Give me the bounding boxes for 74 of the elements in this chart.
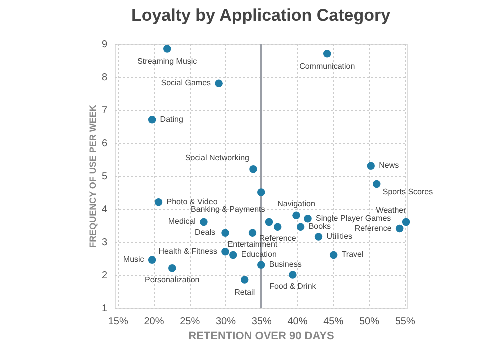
y-tick-label: 9: [102, 40, 108, 50]
y-tick-label: 6: [102, 138, 108, 150]
point: [289, 271, 297, 279]
x-tick-label: 15%: [108, 316, 128, 328]
annotation: Education: [241, 250, 277, 260]
point: [250, 166, 258, 174]
point: [257, 188, 266, 196]
point: [367, 162, 375, 170]
annotation: Streaming Music: [138, 56, 198, 66]
annotation: Navigation: [278, 200, 316, 209]
x-axis-title: RETENTION OVER 90 DAYS: [188, 330, 334, 342]
annotation: News: [379, 161, 400, 170]
point: [372, 180, 381, 188]
y-tick-label: 2: [102, 270, 108, 282]
point: [292, 212, 300, 220]
annotation: Social Networking: [185, 153, 250, 162]
annotation: Sports Scores: [382, 187, 434, 196]
point: [257, 261, 266, 269]
y-tick-label: 7: [102, 106, 108, 116]
point: [304, 215, 312, 223]
annotation: Single Player Games: [316, 214, 392, 223]
y-tick-label: 8: [102, 72, 108, 84]
point: [296, 223, 305, 232]
annotation: Dating: [160, 114, 184, 124]
point: [323, 50, 332, 58]
annotation: Medical: [168, 217, 196, 226]
annotation: Books: [308, 222, 332, 232]
annotation: Music: [123, 255, 144, 264]
point: [154, 198, 163, 206]
point: [330, 251, 338, 260]
x-tick-label: 20%: [144, 316, 164, 328]
y-axis-title: FREQUENCY OF USE PER WEEK: [88, 104, 98, 248]
point: [240, 276, 249, 284]
annotation: Social Games: [161, 78, 212, 88]
annotation: Travel: [342, 250, 364, 260]
point: [168, 264, 176, 272]
annotation: Food & Drink: [270, 282, 318, 291]
x-tick-label: 25%: [180, 316, 200, 328]
point: [265, 218, 274, 226]
point: [148, 116, 156, 124]
annotation: Banking & Payments: [190, 205, 266, 214]
x-tick-label: 30%: [216, 316, 236, 328]
point: [314, 233, 323, 241]
point: [222, 248, 230, 256]
chart-title: Loyalty by Application Category: [131, 6, 392, 25]
annotation: Weather: [376, 206, 407, 216]
x-tick-label: 35%: [252, 316, 272, 328]
y-tick-label: 3: [102, 238, 108, 248]
point: [230, 251, 238, 260]
point: [396, 224, 404, 233]
y-tick-label: 5: [102, 172, 108, 182]
point: [215, 80, 223, 88]
annotation: Communication: [300, 62, 356, 71]
annotation: Utilities: [326, 232, 353, 242]
y-tick-label: 4: [102, 204, 108, 216]
point: [222, 229, 230, 237]
annotation: Health & Fitness: [158, 246, 218, 256]
annotation: Retail: [234, 288, 256, 297]
point: [248, 229, 257, 237]
annotation: Deals: [195, 228, 216, 238]
point: [274, 223, 282, 232]
x-tick-label: 40%: [288, 316, 308, 328]
annotation: Photo & Video: [166, 197, 218, 206]
annotation: Business: [269, 260, 302, 270]
point: [200, 218, 208, 226]
x-tick-label: 50%: [359, 316, 380, 328]
x-tick-label: 55%: [395, 316, 416, 328]
annotation: Personalization: [145, 275, 200, 284]
point: [148, 256, 156, 264]
annotation: Reference: [354, 224, 392, 233]
point: [402, 218, 410, 226]
point: [164, 45, 172, 53]
y-tick-label: 1: [102, 304, 108, 314]
x-tick-label: 45%: [324, 316, 344, 328]
